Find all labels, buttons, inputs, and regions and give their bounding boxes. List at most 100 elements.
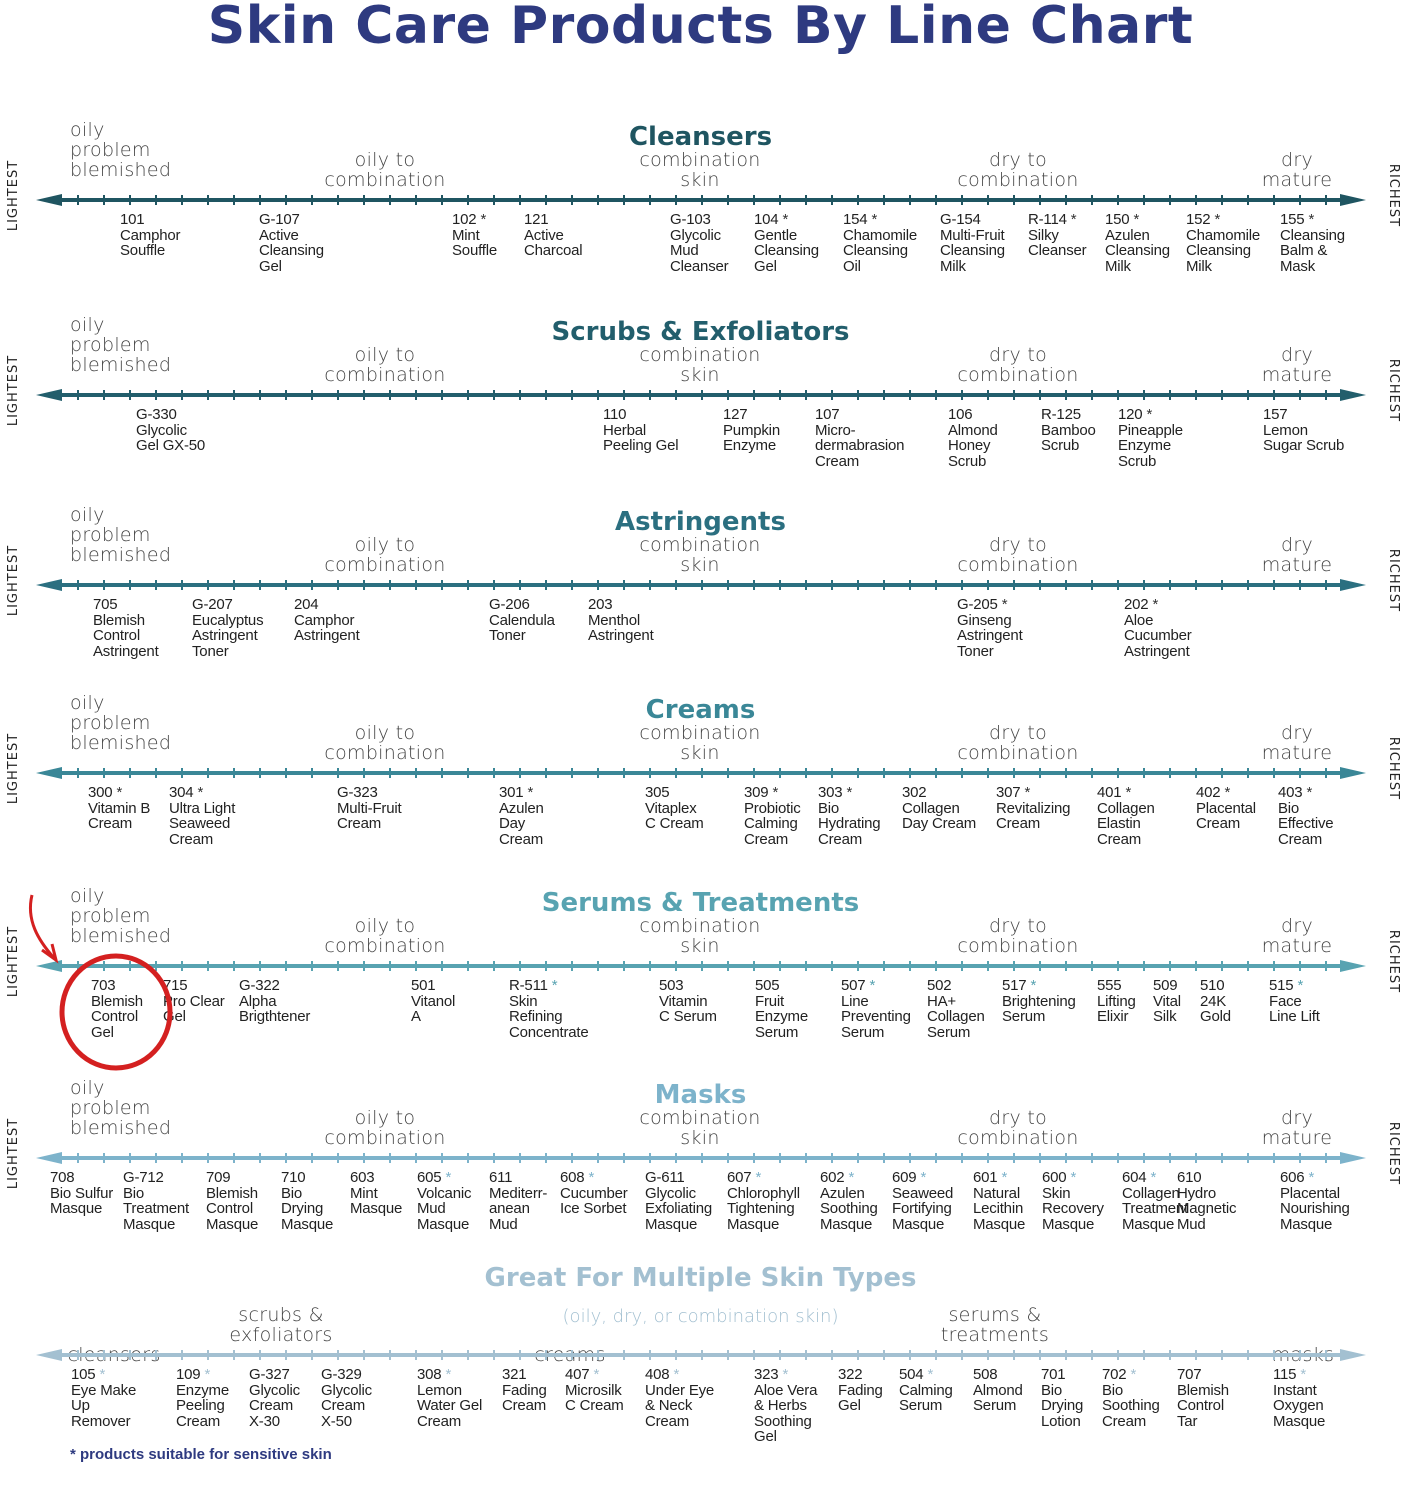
product-name-line: Peeling xyxy=(176,1397,225,1414)
sensitive-skin-star-icon: * xyxy=(1214,211,1221,228)
arrow-left-icon xyxy=(36,194,62,206)
product-code: 601 xyxy=(973,1169,998,1186)
product-name-line: Cream xyxy=(1196,815,1241,832)
product-name-line: Camphor xyxy=(294,611,355,629)
product-code-line: G-330 xyxy=(136,407,205,423)
zone-label: oily to combination xyxy=(324,535,445,575)
product-name-line: Enzyme xyxy=(755,1008,808,1025)
product-entry: 157 Lemon Sugar Scrub xyxy=(1263,407,1344,454)
product-name-line: Charcoal xyxy=(524,242,583,259)
zone-label: dry to combination xyxy=(957,535,1078,575)
product-name-line: Tightening xyxy=(727,1200,795,1217)
product-code: R-511 xyxy=(509,977,548,994)
zone-label-line: combination xyxy=(957,742,1079,764)
product-name-line: Peeling Gel xyxy=(603,437,679,454)
zone-label: combination skin xyxy=(639,723,760,763)
zone-label-line: blemished xyxy=(70,544,172,566)
zone-label-line: dry xyxy=(1280,915,1314,937)
product-name-line: Silk xyxy=(1153,1008,1177,1025)
zone-label: combination skin xyxy=(639,150,760,190)
product-name-line: Masque xyxy=(892,1215,945,1233)
product-code-line: 115 * xyxy=(1273,1367,1325,1383)
zone-label-line: blemished xyxy=(70,159,172,181)
product-code-line: 502 xyxy=(927,978,985,994)
product-entry: 106 Almond Honey Scrub xyxy=(948,407,998,469)
product-name-line: Cream xyxy=(321,1397,366,1414)
product-code-line: 509 xyxy=(1153,978,1181,994)
sensitive-skin-star-icon: * xyxy=(197,784,204,801)
zone-label-line: scrubs & xyxy=(238,1304,324,1326)
product-name-line: Cucumber xyxy=(1124,627,1192,644)
product-name-line: Astringent xyxy=(93,642,159,660)
product-name-line: Refining xyxy=(509,1008,563,1025)
product-entry: 709 Blemish Control Masque xyxy=(206,1170,258,1232)
product-code: 120 xyxy=(1118,406,1143,423)
section-heading: Scrubs & Exfoliators xyxy=(551,317,850,347)
sensitive-skin-star-icon: * xyxy=(848,1169,855,1186)
product-code: 611 xyxy=(489,1169,513,1186)
product-code: 600 xyxy=(1042,1169,1067,1186)
product-entry: 515 * Face Line Lift xyxy=(1269,978,1320,1025)
product-code: 304 xyxy=(169,784,194,801)
product-name-line: Toner xyxy=(192,642,229,660)
product-entry: G-103 Glycolic Mud Cleanser xyxy=(670,212,729,275)
product-name-line: Silky xyxy=(1028,226,1059,244)
product-name-line: Blemish xyxy=(206,1184,258,1202)
zone-label-line: combination xyxy=(324,1127,446,1149)
sensitive-skin-star-icon: * xyxy=(204,1366,211,1383)
product-code-line: 611 xyxy=(489,1170,547,1186)
sensitive-skin-star-icon: * xyxy=(551,977,558,994)
sensitive-skin-star-icon: * xyxy=(116,784,123,801)
product-code: 605 xyxy=(417,1169,442,1186)
product-code-line: 203 xyxy=(588,597,654,613)
product-entry: 715 Pro Clear Gel xyxy=(163,978,225,1025)
zone-label-line: combination xyxy=(957,935,1079,957)
product-name-line: Almond xyxy=(973,1381,1023,1399)
product-name-line: Control xyxy=(1177,1397,1224,1414)
product-code: 401 xyxy=(1097,784,1122,801)
product-entry: 702 * Bio Soothing Cream xyxy=(1102,1367,1160,1429)
product-name-line: Seaweed xyxy=(169,815,231,832)
zone-label-line: dry to xyxy=(988,534,1048,556)
section-scrubs-exfoliators: Scrubs & Exfoliators oily problem blemished… xyxy=(0,315,1401,585)
zone-label-line: combination xyxy=(324,935,446,957)
product-name-line: Remover xyxy=(71,1412,131,1430)
arrow-right-icon xyxy=(1340,579,1366,591)
zone-label: dry to combination xyxy=(957,723,1078,763)
product-entry: 602 * Azulen Soothing Masque xyxy=(820,1170,878,1232)
product-name-line: Collagen xyxy=(1122,1184,1180,1202)
product-code-line: 608 * xyxy=(560,1170,628,1186)
arrow-right-icon xyxy=(1340,960,1366,972)
product-code: G-329 xyxy=(321,1366,362,1383)
product-entry: G-329 Glycolic Cream X-50 xyxy=(321,1367,372,1429)
product-entry: 503 Vitamin C Serum xyxy=(659,978,717,1025)
product-code: 300 xyxy=(88,784,113,801)
product-entry: 204 Camphor Astringent xyxy=(294,597,360,644)
product-name-line: Line Lift xyxy=(1269,1008,1320,1025)
product-code-line: 708 xyxy=(50,1170,113,1186)
product-code-line: 707 xyxy=(1177,1367,1229,1383)
sensitive-skin-star-icon: * xyxy=(588,1169,595,1186)
product-name-line: Gentle xyxy=(754,226,797,244)
product-name-line: Calming xyxy=(899,1381,953,1399)
product-code-line: 715 xyxy=(163,978,225,994)
product-name-line: Astringent xyxy=(957,627,1023,644)
product-code: 555 xyxy=(1097,977,1122,994)
product-entry: 505 Fruit Enzyme Serum xyxy=(755,978,808,1040)
zone-label-line: skin xyxy=(680,935,720,957)
product-name-line: Serum xyxy=(755,1023,799,1041)
product-name-line: Masque xyxy=(50,1200,103,1217)
product-code: G-206 xyxy=(489,596,530,613)
product-entry: 120 * Pineapple Enzyme Scrub xyxy=(1118,407,1183,469)
product-name-line: Under Eye xyxy=(645,1381,715,1399)
product-name-line: Chamomile xyxy=(1186,226,1261,244)
zone-label: oily to combination xyxy=(324,723,445,763)
product-name-line: Masque xyxy=(727,1215,780,1233)
product-code: 127 xyxy=(723,406,748,423)
product-name-line: Calendula xyxy=(489,611,555,629)
product-name-line: Serum xyxy=(1002,1008,1046,1025)
product-name-line: Cleanser xyxy=(670,257,729,275)
zone-label-line: blemished xyxy=(70,925,172,947)
product-name-line: Drying xyxy=(1041,1397,1084,1414)
spectrum-axis xyxy=(36,1349,1366,1361)
